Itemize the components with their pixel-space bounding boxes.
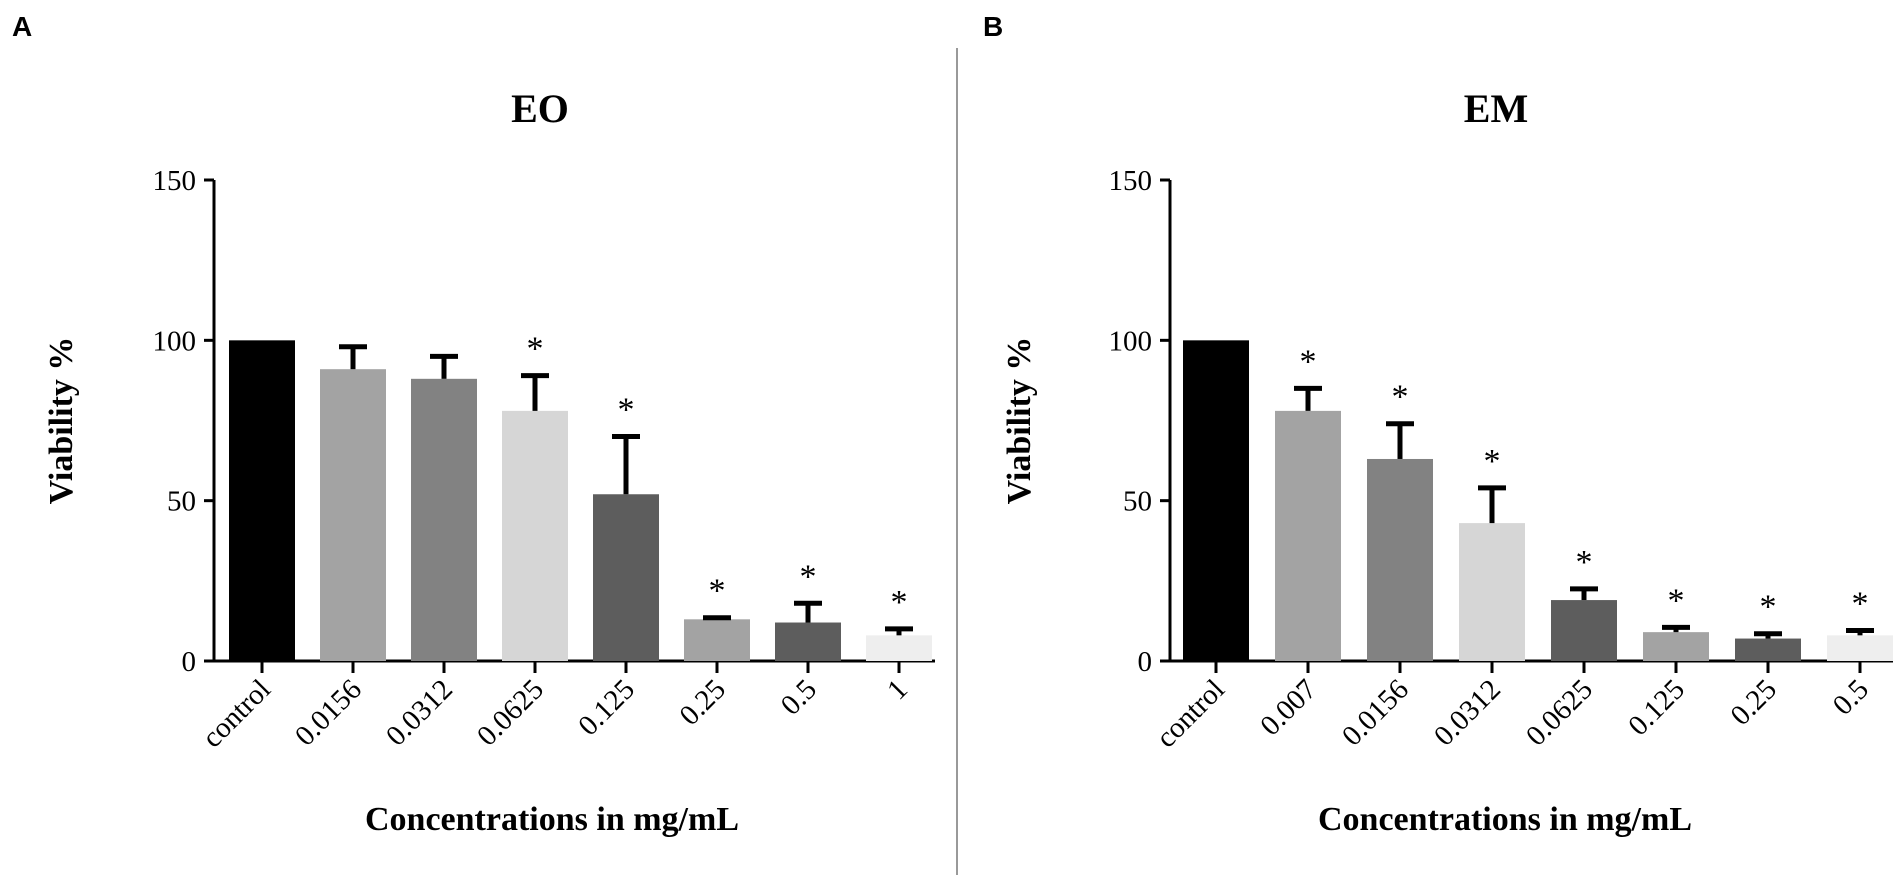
chart-title: EO bbox=[511, 86, 569, 131]
x-tick-label: 0.125 bbox=[1622, 673, 1691, 742]
x-tick-label: 0.5 bbox=[775, 673, 823, 721]
bar bbox=[775, 622, 841, 661]
y-tick-label: 150 bbox=[1109, 165, 1153, 197]
significance-marker: * bbox=[1760, 589, 1777, 626]
bar bbox=[1735, 638, 1801, 661]
chart-em: EM Viability % Concentrations in mg/mL 0 50 1… bbox=[1001, 86, 1893, 838]
chart-title: EM bbox=[1464, 86, 1528, 131]
significance-marker: * bbox=[709, 573, 726, 610]
bar bbox=[1183, 340, 1249, 661]
bar bbox=[1643, 632, 1709, 661]
bar bbox=[320, 369, 386, 661]
x-axis-label: Concentrations in mg/mL bbox=[1318, 801, 1692, 838]
significance-marker: * bbox=[1852, 586, 1869, 623]
x-tick-label: 0.125 bbox=[572, 673, 641, 742]
bar bbox=[1367, 458, 1433, 661]
significance-marker: * bbox=[527, 331, 544, 368]
x-tick-label: 0.007 bbox=[1254, 673, 1323, 742]
x-tick-label: 0.25 bbox=[1724, 673, 1783, 732]
x-tick-label: 0.0156 bbox=[289, 673, 368, 752]
panel-letter-b: B bbox=[983, 11, 1003, 42]
bar bbox=[593, 494, 659, 661]
x-tick-label: 0.0156 bbox=[1336, 673, 1415, 752]
significance-marker: * bbox=[1576, 544, 1593, 581]
bar bbox=[866, 635, 932, 661]
bar bbox=[1275, 410, 1341, 661]
x-tick-label: 0.0312 bbox=[1428, 673, 1507, 752]
y-tick-label: 0 bbox=[182, 646, 197, 678]
bar bbox=[1459, 523, 1525, 661]
x-tick-label: 0.0312 bbox=[380, 673, 459, 752]
bar bbox=[502, 410, 568, 661]
significance-marker: * bbox=[1668, 582, 1685, 619]
x-tick-label: 0.5 bbox=[1827, 673, 1875, 721]
y-tick-label: 0 bbox=[1138, 646, 1153, 678]
y-axis-label: Viability % bbox=[43, 337, 80, 505]
significance-marker: * bbox=[891, 584, 908, 621]
x-tick-label: 0.0625 bbox=[1520, 673, 1599, 752]
y-tick-label: 100 bbox=[1109, 325, 1153, 357]
y-tick-label: 100 bbox=[153, 325, 197, 357]
bar bbox=[1551, 600, 1617, 661]
y-tick-label: 150 bbox=[153, 165, 197, 197]
y-tick-label: 50 bbox=[1123, 486, 1152, 518]
bar bbox=[229, 340, 295, 661]
x-axis-label: Concentrations in mg/mL bbox=[365, 801, 739, 838]
significance-marker: * bbox=[618, 392, 635, 429]
significance-marker: * bbox=[1300, 343, 1317, 380]
x-tick-label: control bbox=[1150, 673, 1231, 754]
significance-marker: * bbox=[1392, 379, 1409, 416]
bar bbox=[1827, 635, 1893, 661]
significance-marker: * bbox=[800, 558, 817, 595]
significance-marker: * bbox=[1484, 443, 1501, 480]
y-tick-label: 50 bbox=[167, 486, 196, 518]
chart-eo: EO Viability % Concentrations in mg/mL 0 50 1… bbox=[43, 86, 935, 838]
x-tick-label: 0.25 bbox=[673, 673, 732, 732]
bar bbox=[411, 378, 477, 661]
x-tick-label: 0.0625 bbox=[471, 673, 550, 752]
y-axis-label: Viability % bbox=[1001, 337, 1038, 505]
x-tick-label: 1 bbox=[881, 673, 914, 706]
panel-letter-a: A bbox=[12, 11, 32, 42]
bar bbox=[684, 619, 750, 661]
x-tick-label: control bbox=[196, 673, 277, 754]
